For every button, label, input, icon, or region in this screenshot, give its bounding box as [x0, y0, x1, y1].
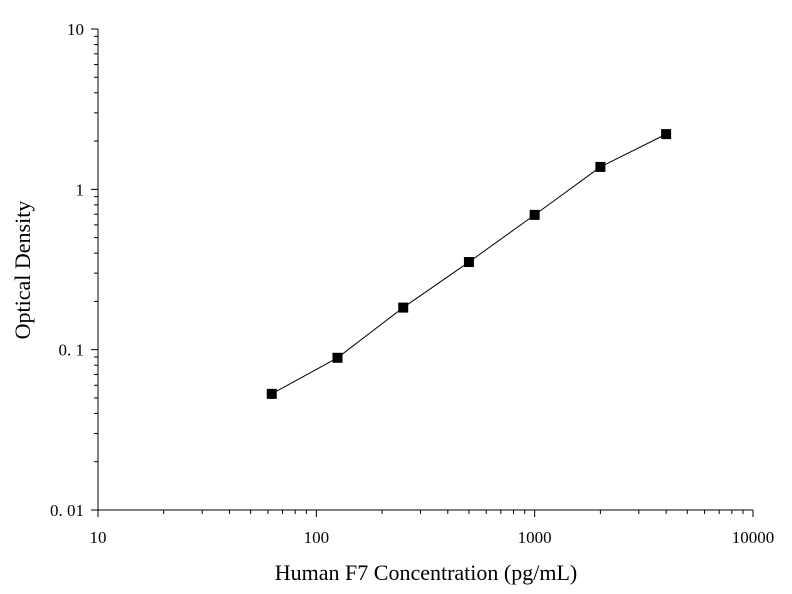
- y-tick-label: 10: [67, 20, 84, 39]
- axes: [97, 29, 753, 511]
- y-tick-label: 0. 01: [50, 501, 84, 520]
- data-point: [463, 257, 474, 268]
- data-point: [529, 209, 540, 220]
- x-tick-label: 10000: [732, 528, 775, 547]
- tick-labels: 10 100 1000 10000 0. 01 0. 1 1 10: [50, 20, 774, 547]
- y-axis-label: Optical Density: [10, 201, 35, 340]
- series-layer: [266, 129, 672, 399]
- data-point: [332, 352, 343, 363]
- y-tick-label: 0. 1: [59, 341, 85, 360]
- x-axis-label: Human F7 Concentration (pg/mL): [275, 560, 577, 585]
- y-tick-label: 1: [76, 180, 85, 199]
- data-point: [661, 129, 672, 140]
- x-tick-label: 1000: [518, 528, 552, 547]
- x-tick-label: 100: [304, 528, 330, 547]
- data-point: [398, 302, 409, 313]
- data-point: [595, 161, 606, 172]
- x-tick-label: 10: [90, 528, 107, 547]
- ticks: [91, 28, 754, 517]
- data-point: [266, 388, 277, 399]
